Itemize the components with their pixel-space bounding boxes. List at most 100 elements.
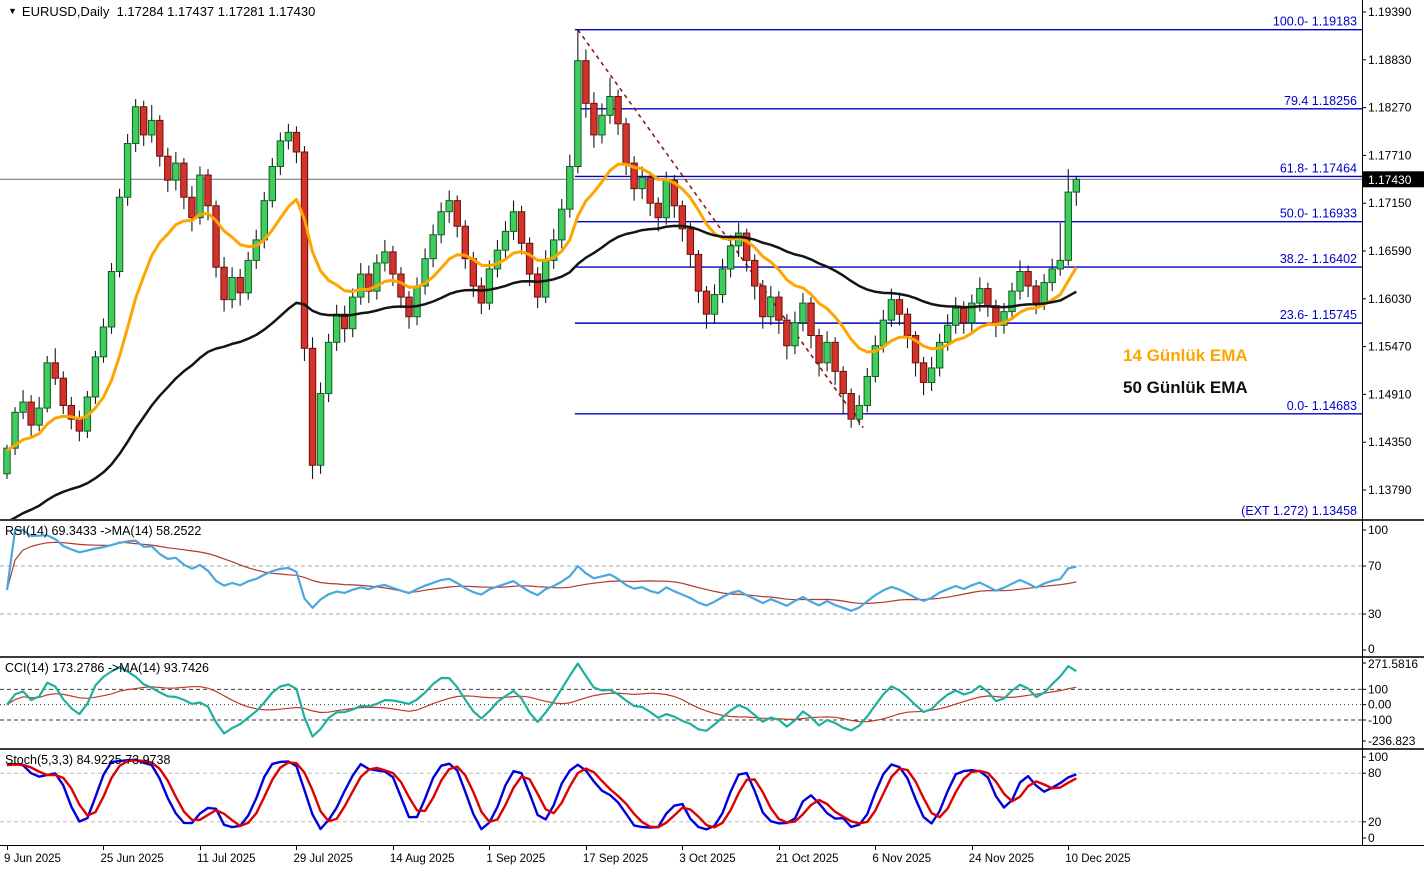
date-label: 21 Oct 2025	[775, 853, 839, 865]
candle-bullish	[413, 285, 421, 318]
candle-bearish	[1032, 285, 1040, 304]
candle-bullish	[855, 404, 863, 420]
candle-bullish	[172, 162, 180, 181]
trendline-dashed[interactable]	[577, 29, 864, 429]
candle-bearish	[847, 393, 855, 420]
candle-bearish	[751, 259, 759, 287]
candle-bullish	[863, 375, 871, 406]
candle-bullish	[349, 296, 357, 330]
candle-bullish	[107, 270, 116, 328]
candle-bearish	[630, 162, 638, 190]
candle-bearish	[51, 362, 59, 379]
candle-bearish	[646, 177, 654, 204]
candle-bullish	[43, 362, 51, 409]
time-axis-tick	[682, 846, 684, 850]
stochastic-indicator-panel[interactable]: 100 80 20 0	[0, 750, 1424, 845]
symbol-timeframe-label: EURUSD,Daily	[21, 4, 110, 19]
candle-bullish	[332, 313, 341, 343]
candle-bearish	[188, 196, 196, 219]
candle-bearish	[702, 290, 711, 315]
candle-bearish	[525, 242, 534, 275]
candle-bearish	[590, 102, 598, 136]
candle-bullish	[123, 142, 132, 198]
candle-bearish	[670, 179, 679, 207]
time-axis-tick	[971, 846, 973, 850]
price-axis-label: 1.13790	[1368, 483, 1412, 497]
collapse-triangle-icon[interactable]: ▼	[8, 6, 17, 16]
candle-bearish	[1024, 270, 1032, 287]
candle-bearish	[308, 347, 317, 466]
price-axis-border	[1362, 0, 1363, 846]
candle-bullish	[19, 401, 27, 413]
price-axis-label: 1.16030	[1368, 292, 1412, 306]
rsi-indicator-panel[interactable]: 100 70 30 0	[0, 521, 1424, 656]
price-axis-label: 1.14350	[1368, 435, 1412, 449]
candle-bullish	[115, 196, 124, 272]
fib-level-label: 50.0- 1.16933	[1280, 207, 1357, 221]
cci-indicator-panel[interactable]: 271.5816 100 0.00-100 -236.823	[0, 658, 1424, 748]
candle-bearish	[212, 205, 220, 268]
candle-bearish	[204, 174, 212, 207]
candle-bullish	[1000, 311, 1008, 326]
candle-bullish	[244, 259, 252, 294]
candle-bullish	[791, 322, 799, 347]
rsi-axis-label: 100	[1368, 523, 1388, 537]
current-price-value: 1.17430	[1368, 173, 1412, 187]
stoch-k-line	[6, 758, 1077, 831]
candlestick-chart[interactable]: 100.0- 1.19183 79.4 1.18256 61.8- 1.17464 5…	[0, 0, 1424, 519]
panel-separator[interactable]	[0, 656, 1424, 658]
candle-bearish	[992, 305, 1000, 326]
date-label: 1 Sep 2025	[486, 853, 546, 865]
candle-bearish	[180, 162, 188, 198]
candle-bullish	[718, 268, 727, 296]
candle-bullish	[1040, 282, 1048, 304]
candle-bullish	[943, 324, 952, 343]
price-axis-label: 1.18270	[1368, 101, 1412, 115]
candle-bullish	[11, 411, 19, 449]
price-axis-label: 1.17150	[1368, 196, 1412, 210]
chart-title: ▼ EURUSD,Daily 1.17284 1.17437 1.17281 1.…	[8, 4, 315, 19]
candle-bullish	[429, 234, 437, 260]
time-axis-tick	[7, 846, 8, 850]
candle-bearish	[365, 273, 373, 292]
candle-bearish	[895, 299, 904, 315]
time-axis-tick	[489, 846, 491, 850]
candle-bullish	[767, 296, 775, 318]
candle-bullish	[1016, 270, 1024, 292]
candle-bullish	[887, 299, 896, 321]
cci-panel-header: CCI(14) 173.2786 ->MA(14) 93.7426	[5, 661, 209, 675]
fib-extension-label: (EXT 1.272) 1.13458	[1241, 504, 1357, 518]
cci-ma-line	[6, 686, 1077, 723]
date-label: 9 Jun 2025	[4, 853, 61, 865]
rsi-axis-label: 30	[1368, 607, 1382, 621]
fib-level-label: 61.8- 1.17464	[1280, 161, 1357, 175]
time-axis-tick	[199, 846, 201, 850]
rsi-axis-label: 70	[1368, 559, 1382, 573]
candle-bullish	[373, 262, 381, 292]
candle-bullish	[638, 177, 646, 190]
candle-bearish	[622, 123, 630, 164]
candle-bullish	[3, 447, 11, 475]
rsi-ma-line	[6, 541, 1077, 605]
candle-bearish	[164, 155, 172, 181]
candle-bearish	[389, 251, 397, 275]
time-axis-tick	[103, 846, 105, 850]
candle-bullish	[606, 96, 614, 116]
candle-bullish	[35, 407, 43, 426]
candle-bearish	[984, 288, 992, 307]
stoch-d-line	[6, 759, 1077, 829]
time-axis[interactable]: 9 Jun 2025 25 Jun 2025 11 Jul 2025 29 Jul 2…	[0, 846, 1424, 874]
candle-bullish	[550, 239, 558, 261]
fib-level-label: 0.0- 1.14683	[1287, 399, 1357, 413]
panel-separator[interactable]	[0, 519, 1424, 521]
candle-bullish	[260, 200, 268, 241]
candle-bearish	[67, 404, 76, 420]
candle-bullish	[1056, 259, 1064, 270]
stoch-panel-header: Stoch(5,3,3) 84.9225 73.9738	[5, 753, 171, 767]
panel-separator[interactable]	[0, 748, 1424, 750]
candle-bullish	[566, 165, 574, 210]
date-label: 14 Aug 2025	[389, 853, 455, 865]
candle-bearish	[903, 313, 912, 337]
cci-axis-label: 0.00	[1368, 698, 1392, 712]
candle-bullish	[91, 356, 100, 398]
